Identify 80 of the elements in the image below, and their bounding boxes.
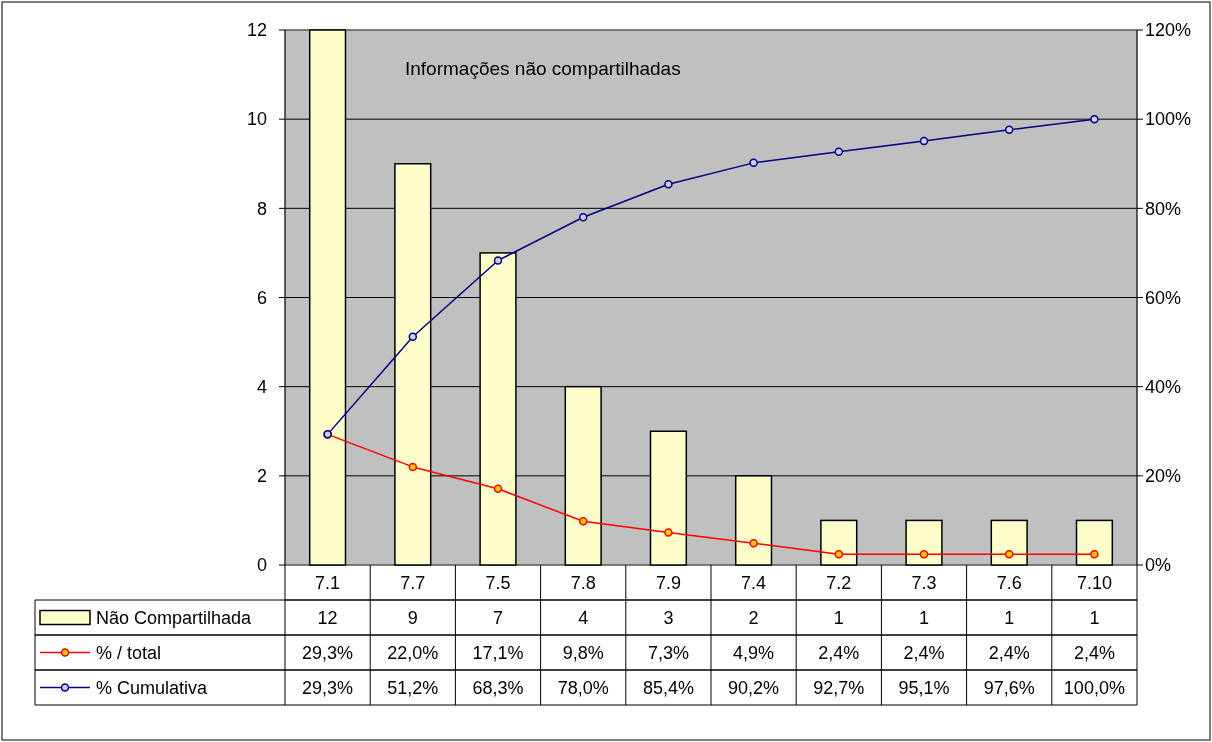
y-tick-label: 6 — [256, 287, 267, 308]
x-tick-label: 7.10 — [1076, 572, 1112, 593]
y2-tick-label: 20% — [1145, 466, 1182, 487]
data-label: 1 — [918, 607, 930, 628]
data-label: 7 — [492, 607, 504, 628]
y2-tick-label: 60% — [1145, 287, 1182, 308]
data-label: 9,8% — [562, 642, 604, 663]
data-label: 2,4% — [1073, 642, 1115, 663]
data-label: 92,7% — [813, 677, 865, 698]
legend-label: Não Compartilhada — [96, 607, 253, 628]
data-label: 2,4% — [818, 642, 860, 663]
y-tick-label: 2 — [256, 466, 267, 487]
data-label: 90,2% — [728, 677, 780, 698]
point — [834, 147, 844, 156]
x-tick-label: 7.8 — [570, 572, 596, 593]
x-tick-label: 7.7 — [400, 572, 426, 593]
point — [493, 484, 503, 494]
x-tick-label: 7.1 — [315, 572, 341, 593]
bar — [820, 519, 858, 566]
data-label: 1 — [833, 607, 844, 628]
point — [578, 213, 588, 222]
y-tick-label: 10 — [246, 109, 267, 130]
y-tick-label: 8 — [256, 198, 267, 219]
data-label: 97,6% — [983, 677, 1035, 698]
data-label: 85,4% — [642, 677, 694, 698]
data-label: 29,3% — [302, 642, 354, 663]
point — [749, 158, 758, 168]
point — [1004, 125, 1014, 135]
data-label: 12 — [317, 607, 338, 628]
y2-tick-label: 100% — [1145, 109, 1192, 130]
x-tick-label: 7.4 — [741, 572, 767, 593]
x-tick-label: 7.2 — [826, 572, 852, 593]
data-label: 68,3% — [472, 677, 524, 698]
legend-label: % / total — [96, 642, 162, 663]
text: Informações não compartilhadas — [405, 58, 681, 79]
point — [664, 180, 673, 189]
x-tick-label: 7.9 — [655, 572, 681, 593]
data-label: 1 — [1004, 607, 1015, 628]
point — [919, 136, 929, 146]
data-label: 95,1% — [898, 677, 950, 698]
data-label: 100,0% — [1063, 677, 1125, 698]
point — [493, 256, 503, 265]
y2-tick-label: 80% — [1145, 198, 1182, 219]
point — [1090, 550, 1099, 559]
point — [749, 538, 758, 548]
y2-tick-label: 40% — [1145, 376, 1182, 397]
y2-tick-label: 0% — [1145, 555, 1172, 576]
data-label: 51,2% — [387, 677, 439, 698]
y2-tick-label: 120% — [1145, 20, 1192, 41]
point — [919, 550, 929, 559]
data-label: 3 — [663, 607, 674, 628]
data-label: 1 — [1089, 607, 1100, 628]
point — [1090, 114, 1099, 124]
point — [664, 528, 673, 537]
y-tick-label: 4 — [256, 376, 267, 397]
bar — [905, 519, 943, 566]
data-label: 2,4% — [988, 642, 1030, 663]
x-tick-label: 7.6 — [996, 572, 1022, 593]
data-label: 4,9% — [733, 642, 775, 663]
point — [834, 550, 844, 559]
bar — [1075, 519, 1114, 566]
data-label: 2,4% — [903, 642, 945, 663]
data-label: 9 — [407, 607, 418, 628]
data-label: 78,0% — [557, 677, 609, 698]
point — [408, 462, 418, 472]
data-label: 29,3% — [302, 677, 354, 698]
data-label: 7,3% — [647, 642, 689, 663]
x-tick-label: 7.5 — [485, 572, 511, 593]
data-label: 4 — [578, 607, 589, 628]
legend-label: % Cumulativa — [96, 677, 209, 698]
data-label: 22,0% — [387, 642, 439, 663]
y-tick-label: 0 — [256, 555, 267, 576]
bar — [990, 519, 1028, 566]
point — [408, 332, 418, 341]
point — [578, 517, 588, 526]
x-tick-label: 7.3 — [911, 572, 937, 593]
point — [1004, 550, 1014, 559]
y-tick-label: 12 — [246, 20, 267, 41]
data-label: 17,1% — [472, 642, 524, 663]
data-label: 2 — [748, 607, 759, 628]
